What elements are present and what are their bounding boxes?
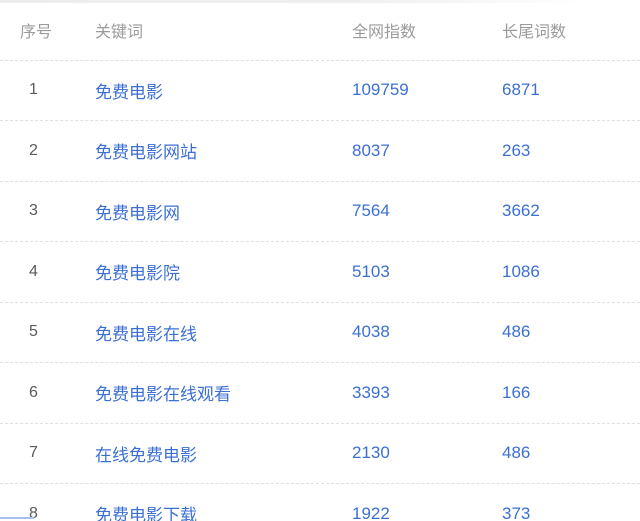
keyword-link[interactable]: 免费电影 (95, 82, 163, 102)
keyword-link[interactable]: 免费电影网站 (95, 143, 197, 163)
longtail-count-value[interactable]: 3662 (502, 201, 540, 221)
longtail-count-value[interactable]: 486 (502, 322, 531, 342)
table-row: 3 免费电影网 7564 3662 (0, 182, 640, 242)
longtail-count-value[interactable]: 373 (502, 503, 531, 521)
longtail-count-value[interactable]: 486 (502, 443, 531, 463)
longtail-count-value[interactable]: 6871 (502, 80, 540, 100)
keyword-link[interactable]: 免费电影下载 (95, 506, 197, 521)
keyword-link[interactable]: 在线免费电影 (95, 445, 197, 465)
keyword-link[interactable]: 免费电影网 (95, 203, 180, 223)
net-index-value[interactable]: 2130 (352, 443, 390, 463)
row-number: 4 (29, 262, 38, 280)
top-edge-divider (0, 0, 640, 3)
row-number: 6 (29, 383, 38, 401)
row-number: 1 (29, 81, 38, 99)
longtail-count-value[interactable]: 263 (502, 140, 531, 160)
table-header-row: 序号 关键词 全网指数 长尾词数 (0, 0, 640, 61)
column-header-longtail-count: 长尾词数 (502, 23, 567, 41)
longtail-count-value[interactable]: 1086 (502, 261, 540, 281)
keyword-link[interactable]: 免费电影在线观看 (95, 385, 231, 405)
bottom-accent-line (0, 517, 34, 519)
column-header-keyword: 关键词 (95, 23, 144, 41)
row-number: 7 (29, 444, 38, 462)
net-index-value[interactable]: 7564 (352, 201, 390, 221)
net-index-value[interactable]: 109759 (352, 80, 409, 100)
net-index-value[interactable]: 8037 (352, 140, 390, 160)
table-row: 4 免费电影院 5103 1086 (0, 242, 640, 303)
column-header-index: 序号 (20, 23, 53, 41)
net-index-value[interactable]: 5103 (352, 261, 390, 281)
row-number: 5 (29, 323, 38, 341)
net-index-value[interactable]: 1922 (352, 503, 390, 521)
table-row: 6 免费电影在线观看 3393 166 (0, 363, 640, 424)
row-number: 8 (29, 504, 38, 521)
table-row: 1 免费电影 109759 6871 (0, 61, 640, 121)
net-index-value[interactable]: 3393 (352, 382, 390, 402)
table-row: 5 免费电影在线 4038 486 (0, 303, 640, 363)
row-number: 3 (29, 202, 38, 220)
keyword-link[interactable]: 免费电影在线 (95, 324, 197, 344)
row-number: 2 (29, 141, 38, 159)
table-body: 1 免费电影 109759 6871 2 免费电影网站 8037 263 3 免费电影网 7564 3… (0, 61, 640, 521)
keyword-link[interactable]: 免费电影院 (95, 264, 180, 284)
table-row: 8 免费电影下载 1922 373 (0, 484, 640, 521)
longtail-count-value[interactable]: 166 (502, 382, 531, 402)
column-header-net-index: 全网指数 (352, 23, 417, 41)
net-index-value[interactable]: 4038 (352, 322, 390, 342)
table-row: 7 在线免费电影 2130 486 (0, 424, 640, 484)
table-row: 2 免费电影网站 8037 263 (0, 121, 640, 182)
